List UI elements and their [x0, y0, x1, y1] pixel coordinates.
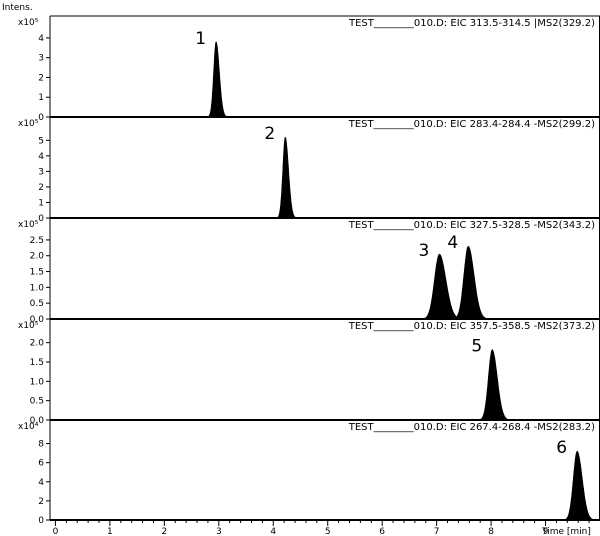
y-tick-label: 2.5 [30, 236, 44, 246]
y-tick-label: 8 [38, 440, 44, 450]
panel-header-text: TEST________010.D: EIC 313.5-314.5 |MS2(… [348, 18, 595, 29]
x-tick-label: 5 [325, 527, 331, 536]
peak-5 [475, 349, 510, 421]
x-tick-label: 8 [488, 527, 494, 536]
panel-header-text: TEST________010.D: EIC 283.4-284.4 -MS2(… [348, 119, 595, 130]
peak-label-3: 3 [419, 241, 430, 261]
x-tick-label: 3 [216, 527, 222, 536]
y-tick-label: 2.0 [30, 339, 45, 349]
panel-1: TEST________010.D: EIC 313.5-314.5 |MS2(… [18, 15, 600, 123]
panel-header-text: TEST________010.D: EIC 267.4-268.4 -MS2(… [348, 422, 595, 433]
panel-header-text: TEST________010.D: EIC 357.5-358.5 -MS2(… [348, 321, 595, 332]
y-tick-label: 0.0 [30, 416, 45, 426]
peak-2 [274, 136, 297, 219]
y-tick-label: 1.0 [30, 377, 45, 387]
y-tick-label: 5 [38, 136, 44, 146]
y-tick-label: 0.5 [30, 397, 44, 407]
x-axis-title: Time [min] [541, 527, 591, 536]
x-tick-label: 7 [434, 527, 440, 536]
chromatogram-panels: TEST________010.D: EIC 313.5-314.5 |MS2(… [18, 15, 600, 526]
y-tick-label: 0 [38, 113, 44, 123]
y-tick-label: 3 [38, 167, 44, 177]
y-tick-label: 4 [38, 478, 44, 488]
panel-exponent-label: x10⁵ [18, 321, 39, 331]
x-tick-label: 0 [53, 527, 59, 536]
y-tick-label: 0.5 [30, 299, 44, 309]
panel-header-text: TEST________010.D: EIC 327.5-328.5 -MS2(… [348, 220, 595, 231]
peak-label-4: 4 [447, 233, 458, 253]
panel-3: TEST________010.D: EIC 327.5-328.5 -MS2(… [18, 218, 600, 325]
panel-5: TEST________010.D: EIC 267.4-268.4 -MS2(… [18, 420, 600, 526]
panel-exponent-label: x10⁵ [18, 119, 39, 129]
peak-6 [560, 450, 595, 521]
panel-exponent-label: x10⁴ [18, 422, 39, 432]
y-tick-label: 0 [38, 516, 44, 526]
peak-label-5: 5 [471, 337, 482, 357]
y-tick-label: 4 [38, 152, 44, 162]
peak-1 [205, 41, 228, 118]
peak-3 [417, 253, 462, 320]
y-axis-title: Intens. [2, 3, 33, 13]
y-tick-label: 0 [38, 214, 44, 224]
x-tick-label: 6 [379, 527, 385, 536]
y-tick-label: 1 [38, 198, 44, 208]
peak-label-2: 2 [264, 124, 275, 144]
y-tick-label: 0.0 [30, 315, 45, 325]
panel-exponent-label: x10⁵ [18, 220, 39, 230]
peak-label-6: 6 [556, 438, 567, 458]
y-tick-label: 3 [38, 54, 44, 64]
peak-4 [448, 245, 489, 320]
y-tick-label: 2.0 [30, 252, 45, 262]
x-tick-label: 2 [161, 527, 167, 536]
y-tick-label: 6 [38, 459, 44, 469]
y-tick-label: 1.0 [30, 283, 45, 293]
x-axis: 0 1 2 3 4 5 6 7 8 9 [53, 520, 590, 536]
panel-4: TEST________010.D: EIC 357.5-358.5 -MS2(… [18, 319, 600, 426]
x-tick-label: 4 [270, 527, 276, 536]
y-tick-label: 2 [38, 497, 44, 507]
peak-label-1: 1 [195, 29, 206, 49]
x-tick-label: 9 [543, 527, 549, 536]
y-tick-label: 1.5 [30, 268, 44, 278]
y-tick-label: 2 [38, 183, 44, 193]
y-tick-label: 1.5 [30, 358, 44, 368]
y-tick-label: 4 [38, 34, 44, 44]
y-tick-label: 2 [38, 73, 44, 83]
y-tick-label: 1 [38, 93, 44, 103]
panel-2: TEST________010.D: EIC 283.4-284.4 -MS2(… [18, 117, 600, 224]
x-tick-label: 1 [107, 527, 113, 536]
panel-exponent-label: x10⁵ [18, 18, 39, 28]
